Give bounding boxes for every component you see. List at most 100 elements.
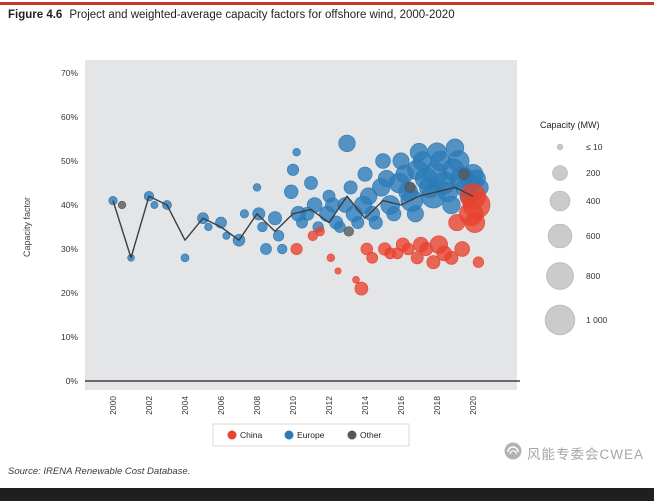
legend-dot-other (347, 430, 357, 440)
bubble-other (117, 200, 127, 210)
size-legend-label: 200 (586, 168, 600, 178)
bubble-china (391, 247, 404, 260)
size-legend-bubble (544, 304, 576, 336)
bubble-europe (296, 216, 308, 229)
bubble-europe (442, 195, 461, 215)
bubble-europe (375, 153, 391, 169)
bubble-europe (272, 230, 285, 242)
bubble-europe (284, 184, 299, 199)
bubble-china (354, 281, 369, 296)
x-tick-label: 2000 (108, 396, 118, 415)
figure-title: Project and weighted-average capacity fa… (69, 9, 455, 21)
bubble-europe (260, 243, 272, 255)
source-note: Source: IRENA Renewable Cost Database. (8, 466, 191, 477)
y-tick-label: 0% (66, 376, 79, 386)
y-tick-label: 50% (61, 156, 78, 166)
bubble-other (343, 226, 354, 237)
cwea-logo-icon (504, 442, 522, 463)
bubble-china (419, 242, 434, 256)
bubble-china (315, 226, 325, 237)
bubble-china (360, 242, 374, 256)
bubble-europe (445, 138, 465, 157)
x-tick-label: 2018 (432, 396, 442, 415)
legend-label-china: China (240, 430, 262, 440)
bubble-other (404, 181, 416, 194)
bubble-china (334, 267, 342, 275)
bubble-europe (322, 189, 336, 203)
bubble-europe (351, 216, 365, 230)
size-legend-bubble (552, 165, 568, 181)
bubble-europe (386, 206, 402, 222)
bubble-china (401, 242, 415, 256)
bubble-europe (304, 176, 318, 190)
y-tick-label: 70% (61, 68, 78, 78)
bubble-europe (150, 201, 159, 209)
figure-label: Figure 4.6 (8, 9, 63, 21)
capacity-factor-chart: 0% 10% 20% 30% 40% 50% 60% 70% Capacity factor 20… (22, 60, 608, 447)
bubble-europe (406, 205, 424, 223)
bubble-china (352, 276, 360, 284)
bubble-europe (252, 183, 262, 192)
size-legend-label: ≤ 10 (586, 142, 603, 152)
bubble-europe (239, 209, 249, 219)
bottom-bar (0, 488, 654, 501)
bubble-europe (257, 221, 268, 233)
size-legend-label: 800 (586, 271, 600, 281)
bubble-china (464, 212, 486, 233)
bubble-europe (204, 222, 213, 232)
bubble-europe (357, 166, 373, 182)
y-axis-title: Capacity factor (22, 197, 32, 257)
bubble-europe (343, 180, 358, 195)
x-tick-label: 2016 (396, 396, 406, 415)
y-tick-label: 10% (61, 332, 78, 342)
bubble-europe (180, 253, 190, 263)
x-tick-label: 2006 (216, 396, 226, 415)
bubble-china (454, 241, 470, 257)
bubble-europe (359, 187, 378, 205)
watermark-text: 风能专委会CWEA (527, 446, 644, 462)
size-legend-title: Capacity (MW) (540, 120, 600, 130)
bubble-europe (427, 142, 447, 162)
x-tick-label: 2008 (252, 396, 262, 415)
series-legend-box (212, 423, 410, 447)
bubble-china (410, 251, 424, 265)
x-tick-label: 2004 (180, 396, 190, 415)
x-tick-label: 2012 (324, 396, 334, 415)
figure-header: Figure 4.6 Project and weighted-average c… (8, 9, 455, 21)
bubble-china (444, 250, 459, 265)
bubble-china (307, 230, 318, 241)
legend-dot-china (227, 430, 237, 440)
x-tick-label: 2014 (360, 396, 370, 415)
bubble-europe (377, 169, 396, 188)
size-legend-bubble (549, 190, 571, 212)
size-legend-bubble (556, 143, 564, 151)
top-rule (0, 2, 654, 5)
bubble-europe (338, 134, 356, 153)
size-legend-bubble (546, 262, 574, 290)
size-legend-bubble (547, 223, 573, 249)
y-tick-label: 30% (61, 244, 78, 254)
bubble-china (326, 253, 335, 262)
size-legend-label: 400 (586, 196, 600, 206)
legend-label-europe: Europe (297, 430, 325, 440)
bubble-europe (292, 148, 301, 157)
bubble-china (366, 251, 379, 264)
weighted-average-line (112, 186, 474, 259)
bubble-europe (277, 243, 288, 255)
bubble-china (472, 256, 485, 268)
y-tick-label: 20% (61, 288, 78, 298)
bubble-europe (222, 231, 231, 240)
legend-dot-europe (284, 430, 294, 440)
x-tick-label: 2002 (144, 396, 154, 415)
x-tick-label: 2010 (288, 396, 298, 415)
bubble-europe (268, 211, 282, 226)
bubble-other (458, 168, 470, 181)
bubble-europe (392, 152, 410, 170)
bubble-china (426, 255, 441, 270)
bubble-china (448, 214, 466, 232)
bubble-europe (333, 221, 346, 233)
bubble-europe (409, 143, 429, 162)
size-legend-label: 1 000 (586, 315, 608, 325)
y-tick-label: 40% (61, 200, 78, 210)
y-tick-label: 60% (61, 112, 78, 122)
